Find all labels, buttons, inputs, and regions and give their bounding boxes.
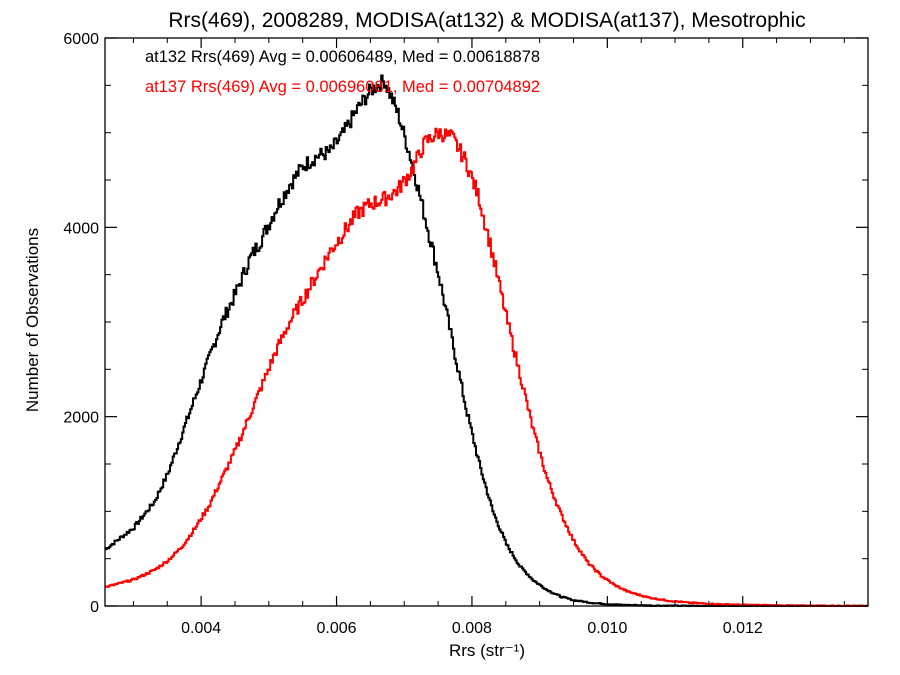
annotation-at132: at132 Rrs(469) Avg = 0.00606489, Med = 0… — [145, 48, 540, 66]
y-tick-label: 0 — [90, 599, 99, 616]
x-tick-label: 0.012 — [723, 620, 763, 637]
y-tick-label: 2000 — [63, 410, 99, 427]
y-axis-label: Number of Observations — [23, 228, 42, 412]
annotation-at137: at137 Rrs(469) Avg = 0.00696081, Med = 0… — [145, 78, 540, 96]
x-tick-label: 0.010 — [587, 620, 627, 637]
x-tick-label: 0.004 — [181, 620, 221, 637]
x-tick-label: 0.006 — [317, 620, 357, 637]
axes-layer: 0.004 0.006 0.008 0.010 0.012 0 2000 4000 6000 — [63, 31, 869, 637]
y-tick-label: 6000 — [63, 31, 99, 48]
x-tick-label: 0.008 — [452, 620, 492, 637]
series-at137-line — [105, 127, 869, 607]
chart-title: Rrs(469), 2008289, MODISA(at132) & MODIS… — [168, 9, 805, 32]
y-tick-label: 4000 — [63, 220, 99, 237]
x-axis-label: Rrs (str⁻¹) — [449, 641, 525, 660]
